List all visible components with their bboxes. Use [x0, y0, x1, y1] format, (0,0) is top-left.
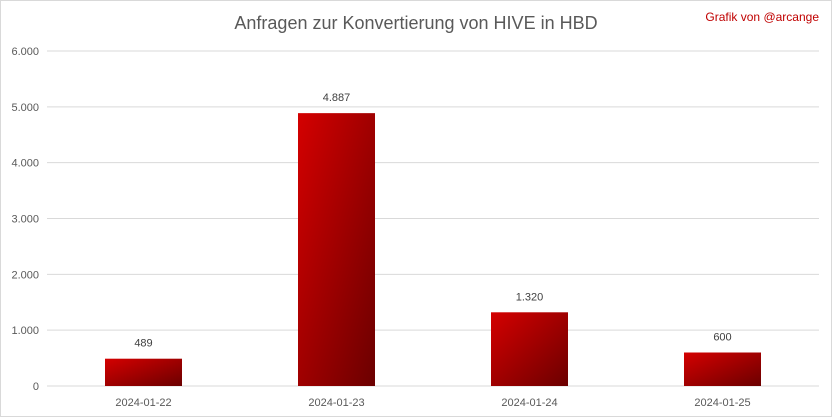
data-label: 600: [713, 332, 731, 344]
chart-title: Anfragen zur Konvertierung von HIVE in H…: [234, 13, 598, 33]
bar: [298, 113, 375, 386]
y-tick-label: 2.000: [11, 269, 39, 281]
y-tick-label: 5.000: [11, 102, 39, 114]
data-label: 4.887: [323, 92, 351, 104]
x-tick-label: 2024-01-24: [501, 397, 557, 409]
chart-credit: Grafik von @arcange: [705, 10, 819, 24]
y-tick-label: 4.000: [11, 158, 39, 170]
bars: [105, 113, 761, 386]
x-axis-ticks: 2024-01-22 2024-01-23 2024-01-24 2024-01-25: [115, 397, 750, 409]
x-tick-label: 2024-01-25: [694, 397, 750, 409]
y-tick-label: 0: [33, 381, 39, 393]
bar: [491, 312, 568, 386]
gridlines: [47, 50, 819, 387]
data-label: 1.320: [516, 291, 544, 303]
x-tick-label: 2024-01-22: [115, 397, 171, 409]
data-label: 489: [134, 338, 152, 350]
y-tick-label: 1.000: [11, 325, 39, 337]
bar: [105, 358, 182, 386]
bar: [684, 352, 761, 386]
x-tick-label: 2024-01-23: [308, 397, 364, 409]
y-tick-label: 6.000: [11, 46, 39, 58]
y-axis-ticks: 0 1.000 2.000 3.000 4.000 5.000 6.000: [11, 46, 39, 393]
y-tick-label: 3.000: [11, 214, 39, 226]
data-labels: 489 4.887 1.320 600: [134, 92, 731, 350]
